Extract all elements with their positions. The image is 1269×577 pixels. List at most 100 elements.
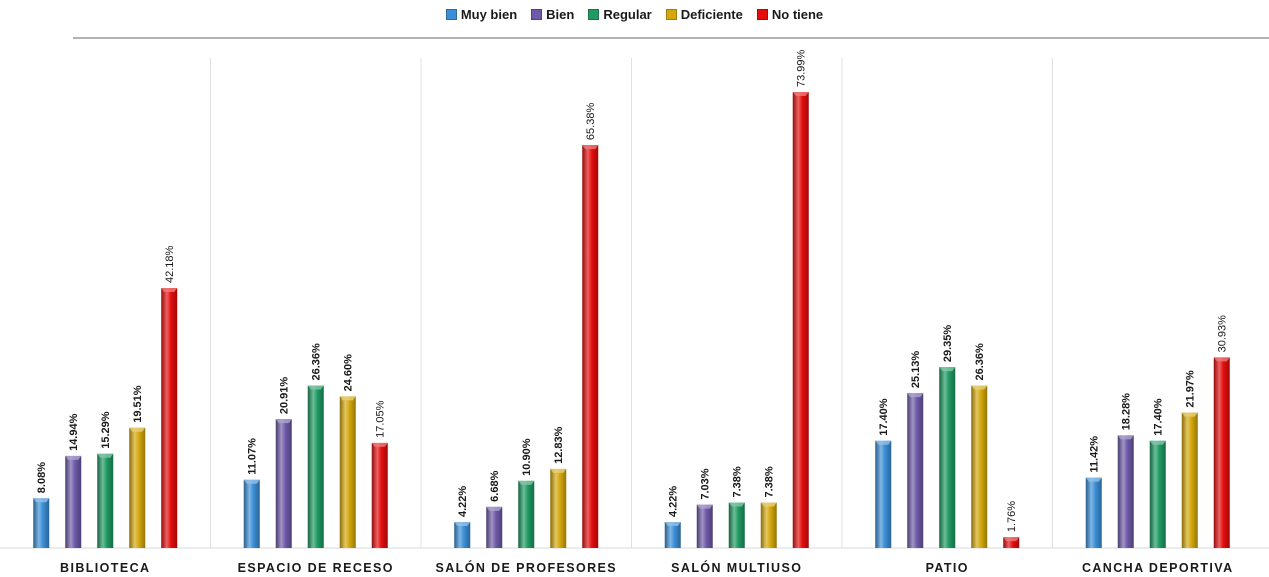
data-label: 1.76% — [1006, 501, 1018, 532]
bar-cap — [97, 453, 114, 458]
bar-cap — [792, 91, 809, 96]
category-label: PATIO — [926, 561, 969, 575]
legend-item-muy-bien: Muy bien — [445, 6, 518, 22]
bar-cap — [1003, 537, 1020, 542]
bar-cap — [582, 145, 599, 150]
legend-swatch-bien — [531, 8, 543, 20]
bar-bien-2 — [486, 506, 503, 548]
bar-regular-0 — [97, 453, 114, 548]
category-label: CANCHA DEPORTIVA — [1082, 561, 1234, 575]
data-label: 4.22% — [457, 486, 469, 517]
data-label: 30.93% — [1217, 315, 1229, 353]
bar-no-tiene-3 — [792, 91, 809, 548]
data-label: 21.97% — [1185, 370, 1197, 408]
data-label: 29.35% — [942, 325, 954, 363]
bar-cap — [728, 502, 745, 507]
data-label: 19.51% — [132, 385, 144, 423]
bar-cap — [454, 521, 471, 526]
legend-item-no-tiene: No tiene — [756, 6, 824, 22]
bar-no-tiene-0 — [161, 288, 178, 548]
bar-deficiente-2 — [550, 468, 567, 548]
bar-muy-bien-2 — [454, 521, 471, 548]
bar-regular-2 — [518, 480, 535, 548]
bar-cap — [550, 468, 567, 473]
bar-cap — [1181, 412, 1198, 417]
data-label: 10.90% — [521, 438, 533, 476]
bar-cap — [875, 440, 892, 445]
legend-item-regular: Regular — [588, 6, 652, 22]
data-label: 25.13% — [910, 351, 922, 389]
data-label: 42.18% — [164, 246, 176, 284]
bar-deficiente-0 — [129, 427, 146, 548]
data-label: 15.29% — [100, 411, 112, 449]
bar-no-tiene-2 — [582, 145, 599, 549]
bar-cap — [339, 396, 356, 401]
bar-cap — [33, 498, 50, 503]
bar-regular-1 — [307, 385, 324, 548]
data-label: 17.05% — [375, 400, 387, 438]
bar-deficiente-1 — [339, 396, 356, 548]
legend-label-no-tiene: No tiene — [771, 6, 824, 22]
bar-cap — [939, 367, 956, 372]
bar-deficiente-4 — [971, 385, 988, 548]
bar-muy-bien-5 — [1085, 477, 1102, 548]
bar-no-tiene-1 — [371, 442, 388, 548]
category-label: SALÓN MULTIUSO — [671, 560, 802, 575]
data-label: 12.83% — [553, 426, 565, 464]
bar-deficiente-3 — [760, 502, 777, 548]
bar-bien-4 — [907, 393, 924, 548]
bar-regular-3 — [728, 502, 745, 548]
data-label: 11.42% — [1089, 436, 1101, 473]
bar-cap — [971, 385, 988, 390]
bar-cap — [65, 455, 82, 460]
bar-cap — [1213, 357, 1230, 362]
bar-cap — [1117, 435, 1134, 440]
bar-bien-3 — [696, 504, 713, 548]
data-label: 17.40% — [878, 398, 890, 436]
data-label: 65.38% — [585, 103, 597, 141]
bar-cap — [161, 288, 178, 293]
data-label: 14.94% — [68, 413, 80, 451]
bar-regular-4 — [939, 367, 956, 548]
bar-cap — [275, 419, 292, 424]
data-label: 11.07% — [247, 438, 259, 475]
legend-swatch-deficiente — [665, 8, 677, 20]
data-label: 26.36% — [974, 343, 986, 381]
legend-label-regular: Regular — [603, 6, 652, 22]
bar-cap — [907, 393, 924, 398]
data-label: 7.03% — [700, 468, 712, 499]
data-label: 7.38% — [732, 466, 744, 497]
legend-swatch-muy-bien — [445, 8, 457, 20]
data-label: 7.38% — [764, 466, 776, 497]
bar-cap — [243, 479, 260, 484]
data-label: 17.40% — [1153, 398, 1165, 436]
bar-cap — [486, 506, 503, 511]
legend-label-muy-bien: Muy bien — [460, 6, 518, 22]
bar-regular-5 — [1149, 440, 1166, 548]
bar-bien-1 — [275, 419, 292, 548]
legend-item-deficiente: Deficiente — [665, 7, 743, 22]
legend-swatch-regular — [588, 8, 600, 20]
data-label: 4.22% — [668, 486, 680, 517]
bar-cap — [1149, 440, 1166, 445]
bar-no-tiene-4 — [1003, 537, 1020, 548]
legend-item-bien: Bien — [531, 7, 574, 22]
bar-cap — [664, 521, 681, 526]
bar-cap — [696, 504, 713, 509]
bar-muy-bien-4 — [875, 440, 892, 548]
data-label: 8.08% — [36, 462, 48, 493]
data-label: 20.91% — [279, 377, 291, 415]
data-label: 24.60% — [343, 354, 355, 392]
bar-bien-5 — [1117, 435, 1134, 548]
bar-muy-bien-3 — [664, 521, 681, 548]
legend-swatch-no-tiene — [756, 8, 768, 20]
category-label: BIBLIOTECA — [60, 561, 150, 575]
bar-cap — [518, 480, 535, 485]
bar-cap — [129, 427, 146, 432]
bar-deficiente-5 — [1181, 412, 1198, 548]
bar-cap — [760, 502, 777, 507]
bar-bien-0 — [65, 455, 82, 548]
legend-label-bien: Bien — [546, 6, 575, 22]
chart-legend: Muy bien Bien Regular Deficiente No tien… — [0, 5, 1269, 23]
